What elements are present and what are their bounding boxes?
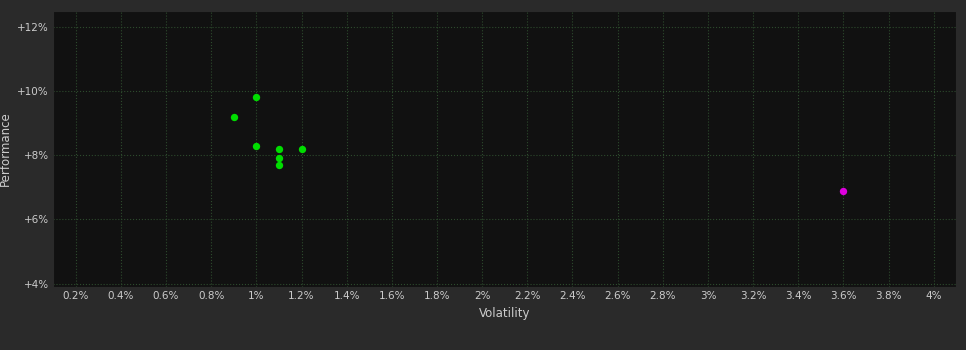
Point <box>248 94 264 100</box>
Point <box>294 146 309 152</box>
Point <box>248 143 264 148</box>
Y-axis label: Performance: Performance <box>0 111 12 186</box>
Point <box>271 162 287 168</box>
Point <box>271 146 287 152</box>
Point <box>271 156 287 161</box>
Point <box>226 114 242 119</box>
X-axis label: Volatility: Volatility <box>479 307 530 320</box>
Point <box>836 188 851 193</box>
